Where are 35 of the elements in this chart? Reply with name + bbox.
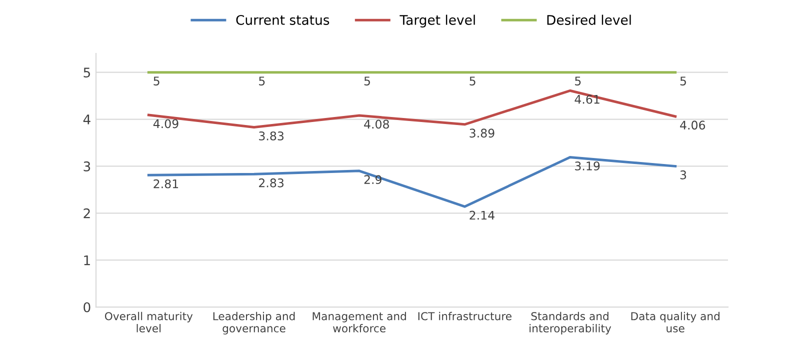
y-tick-label: 0 xyxy=(84,302,90,312)
x-tick-label: Overall maturity level xyxy=(104,312,193,332)
data-label: 4.08 xyxy=(364,120,389,129)
data-label: 5 xyxy=(259,76,265,86)
data-label: 3.19 xyxy=(575,162,600,170)
x-tick-label: Management and workforce xyxy=(312,312,406,332)
y-tick-label: 5 xyxy=(84,68,90,78)
line-series xyxy=(147,156,677,208)
data-label: 2.81 xyxy=(154,179,178,188)
data-label: 5 xyxy=(680,76,686,86)
data-label: 4.09 xyxy=(153,119,178,128)
data-label: 5 xyxy=(154,76,160,86)
y-tick-label: 3 xyxy=(84,161,90,172)
data-label: 5 xyxy=(470,76,476,86)
data-label: 3.89 xyxy=(470,128,494,138)
legend-label: Desired level xyxy=(547,14,631,25)
x-tick-label: Leadership and governance xyxy=(213,312,295,334)
x-tick-label: ICT infrastructure xyxy=(418,312,512,320)
data-label: 5 xyxy=(364,76,370,86)
legend-label: Target level xyxy=(400,14,475,28)
data-label: 2.83 xyxy=(259,178,284,188)
legend-label: Current status xyxy=(236,14,330,25)
x-tick-label: Data quality and use xyxy=(631,312,720,332)
y-tick-label: 2 xyxy=(84,208,90,218)
data-label: 3 xyxy=(680,170,686,180)
data-label: 3.83 xyxy=(259,131,284,140)
y-tick-label: 4 xyxy=(83,114,90,124)
data-label: 4.61 xyxy=(574,94,600,104)
line-series xyxy=(147,89,677,128)
x-tick-label: Standards and interoperability xyxy=(530,312,612,334)
data-label: 2.9 xyxy=(364,175,382,184)
data-label: 4.06 xyxy=(680,120,706,130)
data-label: 2.14 xyxy=(470,210,494,220)
y-tick-label: 1 xyxy=(84,255,90,266)
data-label: 5 xyxy=(575,76,581,86)
